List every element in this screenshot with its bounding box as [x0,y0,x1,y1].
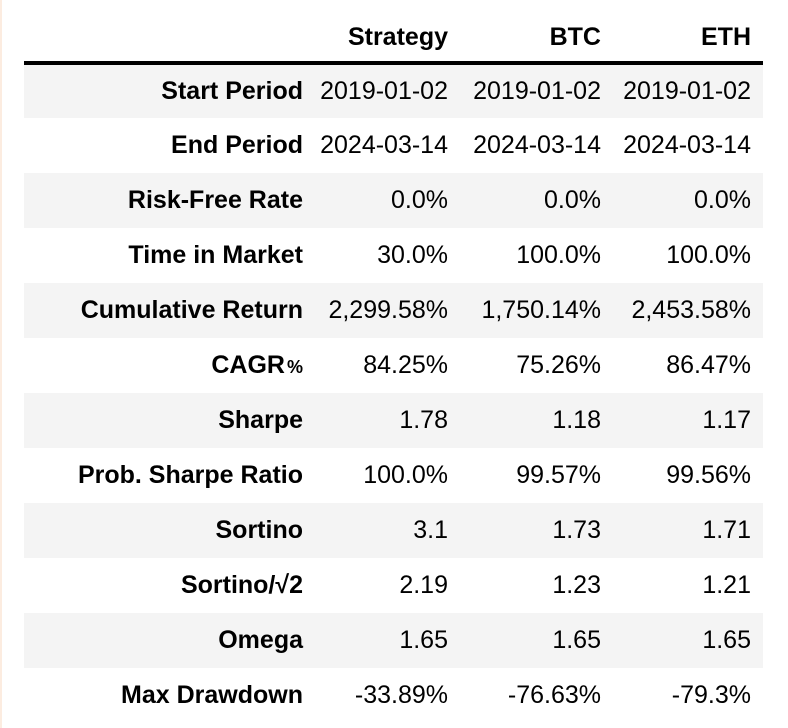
value-cell-strategy: 2019-01-02 [320,77,448,105]
value-cell-btc: 1.73 [552,516,601,544]
table-row-sharpe: Sharpe 1.78 1.18 1.17 [24,393,763,448]
value-cell-eth: 0.0% [694,186,751,214]
table-row-start-period: Start Period 2019-01-02 2019-01-02 2019-… [24,63,763,118]
value-cell-eth: 2024-03-14 [623,131,751,159]
table-row-end-period: End Period 2024-03-14 2024-03-14 2024-03… [24,118,763,173]
value-cell-btc: 2024-03-14 [473,131,601,159]
row-label: CAGR% [24,338,315,393]
table-row-time-in-market: Time in Market 30.0% 100.0% 100.0% [24,228,763,283]
row-label: Prob. Sharpe Ratio [77,461,303,489]
row-label: End Period [171,131,303,159]
table-row-sortino-sqrt2: Sortino/√2 2.19 1.23 1.21 [24,558,763,613]
value-cell-btc: 75.26% [516,351,601,379]
value-cell-btc: -76.63% [507,681,601,709]
row-label: Start Period [161,77,303,105]
row-label: Sortino/√2 [180,571,303,599]
value-cell-btc: 1.18 [552,406,601,434]
value-cell-strategy: 1.78 [399,406,448,434]
value-cell-strategy: 1.65 [399,626,448,654]
value-cell-btc: 0.0% [544,186,601,214]
row-label-text: CAGR [211,351,285,379]
value-cell-eth: 1.65 [702,626,751,654]
col-header-btc: BTC [549,22,601,51]
value-cell-eth: 99.56% [666,461,751,489]
col-header-eth: ETH [701,22,751,51]
col-header-strategy: Strategy [347,22,448,51]
value-cell-strategy: -33.89% [354,681,448,709]
value-cell-btc: 100.0% [516,241,601,269]
value-cell-eth: 2019-01-02 [623,77,751,105]
value-cell-strategy: 2024-03-14 [320,131,448,159]
row-label: Time in Market [128,241,303,269]
row-label: Risk-Free Rate [127,186,303,214]
row-label: Sharpe [218,406,303,434]
corner-cell [24,13,315,63]
value-cell-eth: 1.17 [702,406,751,434]
table-row-cagr: CAGR% 84.25% 75.26% 86.47% [24,338,763,393]
table-row-max-drawdown: Max Drawdown -33.89% -76.63% -79.3% [24,668,763,723]
table-row-prob-sharpe-ratio: Prob. Sharpe Ratio 100.0% 99.57% 99.56% [24,448,763,503]
value-cell-strategy: 2.19 [399,571,448,599]
value-cell-strategy: 3.1 [413,516,448,544]
value-cell-eth: 1.71 [702,516,751,544]
value-cell-btc: 1.65 [552,626,601,654]
value-cell-strategy: 0.0% [391,186,448,214]
metrics-table: Strategy BTC ETH Start Period 2019-01-02… [24,13,763,723]
value-cell-strategy: 2,299.58% [328,296,448,324]
value-cell-btc: 1.23 [552,571,601,599]
page-left-edge-accent [0,0,2,728]
header-row: Strategy BTC ETH [24,13,763,63]
table-row-sortino: Sortino 3.1 1.73 1.71 [24,503,763,558]
value-cell-eth: -79.3% [671,681,751,709]
table-row-risk-free-rate: Risk-Free Rate 0.0% 0.0% 0.0% [24,173,763,228]
value-cell-strategy: 30.0% [377,241,448,269]
row-label: Sortino [215,516,304,544]
row-label: Cumulative Return [80,296,303,324]
small-percent-sign: % [286,357,303,377]
value-cell-strategy: 100.0% [363,461,448,489]
row-label: Max Drawdown [121,681,303,709]
value-cell-eth: 86.47% [666,351,751,379]
value-cell-eth: 2,453.58% [631,296,751,324]
table-row-omega: Omega 1.65 1.65 1.65 [24,613,763,668]
row-label: Omega [218,626,303,654]
table-row-cumulative-return: Cumulative Return 2,299.58% 1,750.14% 2,… [24,283,763,338]
value-cell-strategy: 84.25% [363,351,448,379]
value-cell-btc: 1,750.14% [481,296,601,324]
value-cell-eth: 1.21 [702,571,751,599]
value-cell-eth: 100.0% [666,241,751,269]
value-cell-btc: 2019-01-02 [473,77,601,105]
value-cell-btc: 99.57% [516,461,601,489]
